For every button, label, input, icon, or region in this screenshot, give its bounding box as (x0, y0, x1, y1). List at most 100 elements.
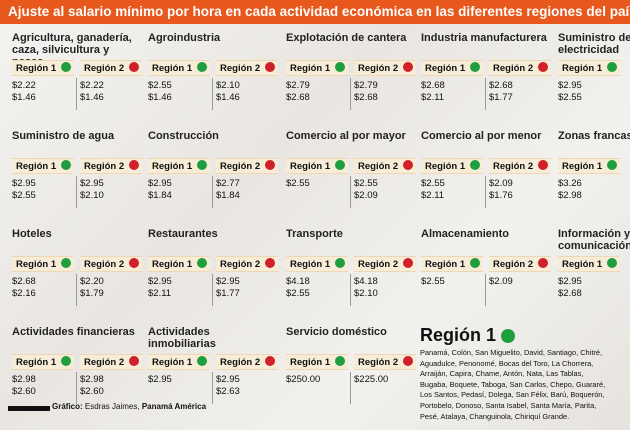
section: Actividades financieras Región 1 $2.98 $2.6… (8, 322, 144, 418)
section-title: Zonas francas (558, 130, 630, 142)
section: Construcción Región 1 $2.95 $1.84 Región 2 $2… (144, 126, 280, 222)
wage: $2.95 (216, 276, 240, 287)
wage: $2.98 (12, 374, 36, 385)
region-name: Región 2 (220, 161, 261, 172)
wage: $2.10 (216, 80, 240, 91)
section-title: Agricultura, ganadería, caza, silvicultu… (12, 32, 132, 68)
section-title: Agroindustria (148, 32, 221, 44)
region-name: Región 2 (493, 63, 534, 74)
credit-outlet: Panamá América (141, 402, 207, 411)
title: Ajuste al salario mínimo por hora en cad… (0, 0, 630, 24)
wage: $2.55 (286, 178, 310, 189)
region-name: Región 1 (290, 63, 331, 74)
wage: $1.46 (148, 92, 172, 103)
wage: $4.18 (286, 276, 310, 287)
wage: $3.26 (558, 178, 582, 189)
wage: $1.77 (489, 92, 513, 103)
wage: $2.10 (80, 190, 104, 201)
wage: $1.79 (80, 288, 104, 299)
region-label: Región 1 (12, 256, 74, 272)
region-name: Región 1 (562, 63, 603, 74)
region-label: Región 2 (216, 158, 278, 174)
region-label: Región 1 (12, 158, 74, 174)
region-label: Región 1 (286, 60, 348, 76)
wage: $2.95 (558, 276, 582, 287)
region-name: Región 2 (493, 259, 534, 270)
wage: $2.98 (80, 374, 104, 385)
region-label: Región 2 (216, 60, 278, 76)
wage: $2.68 (489, 80, 513, 91)
region-label: Región 2 (354, 354, 416, 370)
region-name: Región 2 (84, 161, 125, 172)
region-label: Región 2 (80, 256, 142, 272)
separator (350, 372, 351, 404)
section: Industria manufacturera Región 1 $2.68 $2.1… (417, 28, 553, 124)
region-dot (607, 62, 618, 72)
region-dot (61, 356, 72, 366)
region-name: Región 1 (152, 161, 193, 172)
wage: $2.95 (80, 178, 104, 189)
region-dot (61, 160, 72, 170)
separator (212, 176, 213, 208)
wage: $1.46 (216, 92, 240, 103)
section-title: Comercio al por mayor (286, 130, 406, 142)
section-title: Hoteles (12, 228, 52, 240)
region-dot (61, 62, 72, 72)
wage: $1.84 (216, 190, 240, 201)
region-dot (61, 258, 72, 268)
wage: $2.63 (216, 386, 240, 397)
wage: $1.46 (80, 92, 104, 103)
section: Explotación de cantera Región 1 $2.79 $2.68… (282, 28, 418, 124)
separator (76, 78, 77, 110)
wage: $2.16 (12, 288, 36, 299)
region-dot (607, 258, 618, 268)
region-label: Región 1 (148, 256, 210, 272)
region-dot (335, 356, 346, 366)
credit-bar (8, 406, 50, 411)
section-title: Servicio doméstico (286, 326, 387, 338)
legend-title: Región 1 (420, 325, 516, 346)
credit-label: Gráfico: (52, 402, 83, 411)
region-dot (538, 258, 549, 268)
wage: $2.55 (421, 178, 445, 189)
wage: $1.76 (489, 190, 513, 201)
region-label: Región 1 (558, 158, 620, 174)
wage: $2.79 (286, 80, 310, 91)
wage: $2.68 (12, 276, 36, 287)
credit-author: Esdras Jaimes, (84, 402, 140, 411)
region-name: Región 1 (16, 161, 57, 172)
separator (76, 372, 77, 404)
region-label: Región 1 (12, 354, 74, 370)
wage: $2.55 (421, 276, 445, 287)
section: Comercio al por mayor Región 1 $2.55 Región… (282, 126, 418, 222)
wage: $2.55 (12, 190, 36, 201)
region-dot (129, 356, 140, 366)
section: Agricultura, ganadería, caza, silvicultu… (8, 28, 144, 124)
section-title: Transporte (286, 228, 343, 240)
region-name: Región 2 (84, 63, 125, 74)
region-name: Región 1 (562, 161, 603, 172)
section-title: Explotación de cantera (286, 32, 407, 44)
region-label: Región 2 (489, 256, 551, 272)
wage: $2.22 (80, 80, 104, 91)
separator (350, 176, 351, 208)
region-label: Región 2 (354, 158, 416, 174)
credit: Gráfico: Esdras Jaimes, Panamá América (52, 402, 206, 411)
section-title: Comercio al por menor (421, 130, 542, 142)
region-label: Región 1 (148, 158, 210, 174)
region-dot (129, 160, 140, 170)
region-name: Región 1 (425, 63, 466, 74)
wage: $2.09 (354, 190, 378, 201)
region-name: Región 1 (562, 259, 603, 270)
wage: $2.22 (12, 80, 36, 91)
region-dot (265, 160, 276, 170)
region-label: Región 2 (489, 60, 551, 76)
region-name: Región 2 (358, 161, 399, 172)
region-label: Región 2 (354, 60, 416, 76)
section-title: Industria manufacturera (421, 32, 547, 44)
region-dot (265, 356, 276, 366)
region-dot (403, 62, 414, 72)
wage: $2.98 (558, 190, 582, 201)
wage: $2.95 (148, 374, 172, 385)
